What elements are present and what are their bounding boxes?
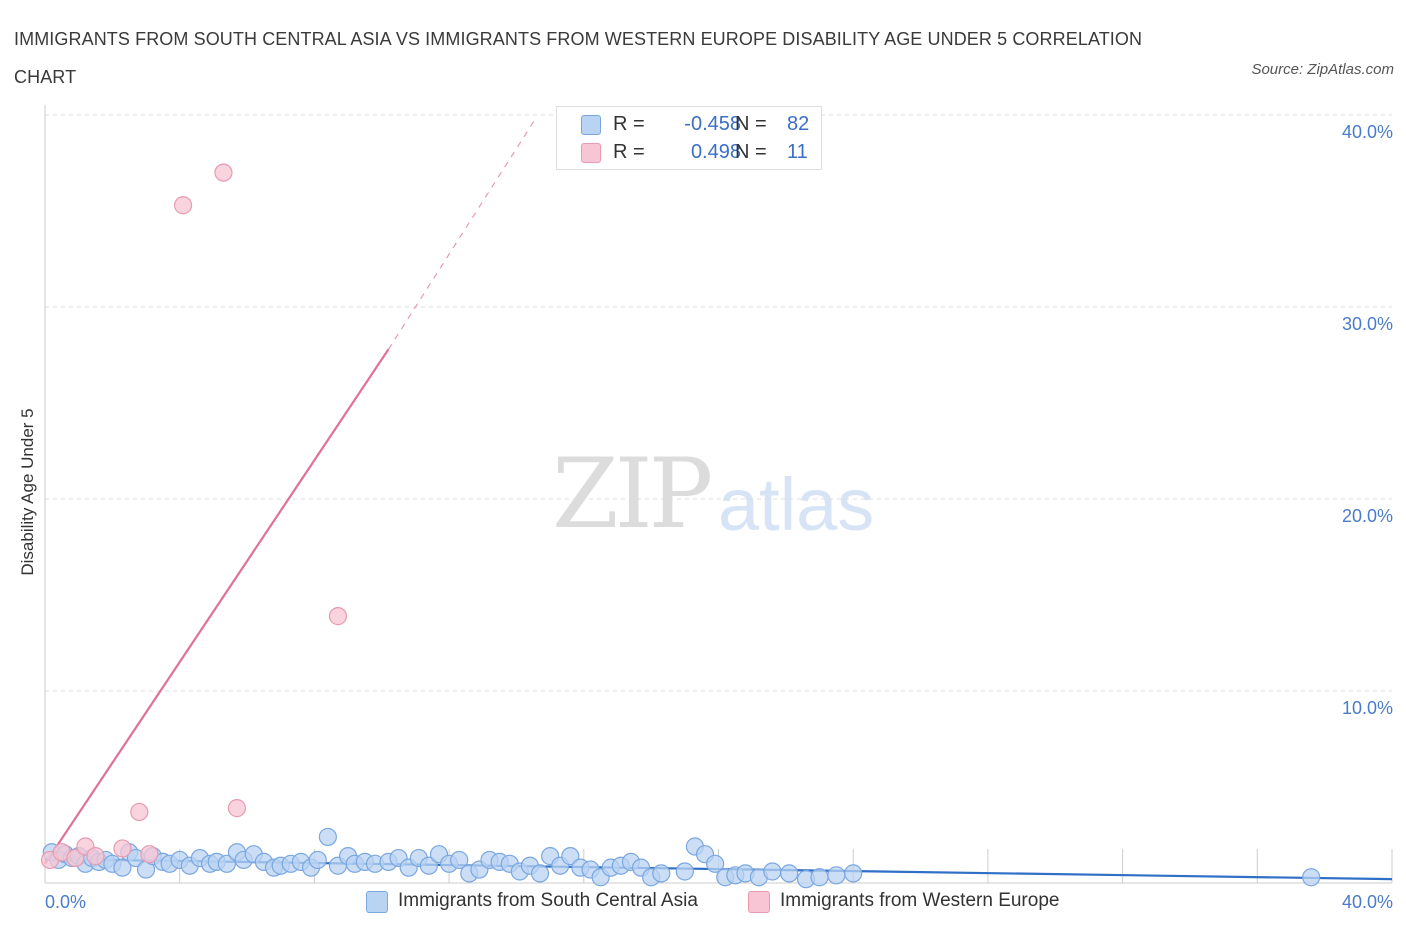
blue-data-point [217, 854, 236, 873]
x-tick-label: 0.0% [45, 892, 86, 912]
pink-trend-extension [387, 116, 538, 350]
legend-n-value: 11 [787, 141, 808, 163]
legend-r-value: 0.498 [690, 141, 741, 163]
y-tick-label: 20.0% [1342, 506, 1393, 526]
blue-data-point [113, 858, 132, 877]
pink-data-point [214, 163, 233, 182]
tick-labels: 10.0% 20.0% 30.0% 40.0% 0.0% 40.0% [45, 122, 1393, 912]
y-tick-label: 30.0% [1342, 314, 1393, 334]
legend-r-value: -0.458 [684, 113, 741, 135]
legend-r-label: R = [613, 113, 645, 135]
y-tick-label: 40.0% [1342, 122, 1393, 142]
legend-swatch-blue [581, 115, 601, 135]
pink-data-point [140, 845, 159, 864]
legend-n-label: N = [735, 113, 767, 135]
watermark-zip: ZIP [552, 438, 713, 550]
bottom-legend-label: Immigrants from Western Europe [780, 890, 1060, 911]
legend-n-label: N = [735, 141, 767, 163]
blue-data-point [844, 864, 863, 883]
chart-title: IMMIGRANTS FROM SOUTH CENTRAL ASIA VS IM… [14, 29, 1143, 87]
blue-data-point [318, 827, 337, 847]
watermark-atlas: atlas [718, 463, 875, 546]
blue-data-point [1302, 868, 1321, 887]
bottom-legend-swatch-blue [366, 891, 388, 913]
blue-data-point [827, 866, 846, 885]
y-tick-label: 10.0% [1342, 698, 1393, 718]
axes [44, 105, 1393, 884]
pink-data-point [130, 802, 149, 822]
blue-data-point [450, 850, 469, 870]
correlation-legend: R = -0.458 N = 82 R = 0.498 N = 11 [556, 106, 822, 170]
blue-data-point [763, 862, 782, 881]
source-label: Source: ZipAtlas.com [1251, 61, 1394, 78]
blue-data-point [810, 868, 829, 887]
legend-swatch-pink [581, 143, 601, 163]
pink-data-point [86, 847, 105, 866]
data-points [40, 163, 1321, 889]
grid-lines [45, 114, 1392, 692]
blue-data-point [308, 850, 327, 870]
pink-data-point [328, 607, 348, 626]
blue-data-point [675, 862, 694, 881]
pink-data-point [66, 848, 85, 868]
pink-data-point [173, 196, 193, 215]
legend-n-value: 82 [787, 113, 810, 135]
legend-r-label: R = [613, 141, 645, 163]
pink-data-point [113, 839, 132, 858]
pink-data-point [227, 799, 247, 818]
blue-data-point [652, 864, 671, 883]
blue-data-point [561, 847, 580, 866]
blue-data-point [780, 864, 799, 883]
bottom-legend-label: Immigrants from South Central Asia [398, 890, 698, 911]
trend-lines [44, 116, 1393, 881]
blue-data-point [706, 854, 725, 873]
x-tick-label: 40.0% [1342, 892, 1393, 912]
blue-data-point [530, 864, 550, 883]
blue-data-point [419, 856, 438, 875]
pink-trend-line [44, 348, 390, 865]
bottom-legend-swatch-pink [748, 891, 770, 913]
